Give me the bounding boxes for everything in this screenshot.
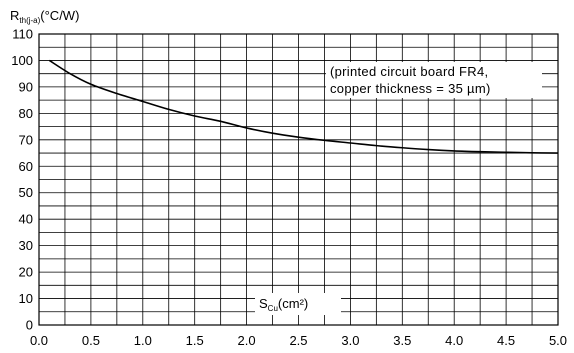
x-tick-label: 3.0 bbox=[341, 333, 359, 348]
x-tick-label: 2.5 bbox=[289, 333, 307, 348]
x-tick-label: 4.5 bbox=[497, 333, 515, 348]
y-tick-label: 100 bbox=[11, 53, 33, 68]
x-tick-label: 1.5 bbox=[186, 333, 204, 348]
y-tick-label: 90 bbox=[19, 79, 33, 94]
x-tick-label: 4.0 bbox=[445, 333, 463, 348]
x-tick-label: 2.0 bbox=[238, 333, 256, 348]
y-tick-label: 10 bbox=[19, 291, 33, 306]
x-tick-label: 5.0 bbox=[549, 333, 567, 348]
series-line bbox=[48, 59, 559, 154]
y-axis-symbol: R bbox=[10, 8, 19, 23]
y-tick-label: 50 bbox=[19, 185, 33, 200]
y-tick-label: 30 bbox=[19, 238, 33, 253]
y-tick-label: 40 bbox=[19, 212, 33, 227]
y-axis-subscript: th(j-a) bbox=[19, 16, 40, 25]
y-tick-label: 20 bbox=[19, 265, 33, 280]
x-tick-label: 3.5 bbox=[393, 333, 411, 348]
y-tick-label: 70 bbox=[19, 132, 33, 147]
x-axis-subscript: Cu bbox=[268, 304, 278, 313]
tick-labels: 0.0 0.5 1.0 1.5 2.0 2.5 3.0 3.5 4.0 4.5 5.0 0 10 20 30… bbox=[11, 27, 567, 349]
annotation-line-2: copper thickness = 35 µm) bbox=[330, 81, 491, 96]
y-axis-unit: (°C/W) bbox=[40, 8, 79, 23]
y-axis-label: Rth(j-a)(°C/W) bbox=[10, 8, 79, 25]
x-axis-unit: (cm²) bbox=[278, 296, 308, 311]
y-tick-label: 80 bbox=[19, 106, 33, 121]
annotation-line-1: (printed circuit board FR4, bbox=[330, 64, 488, 79]
x-axis-label: SCu(cm²) bbox=[259, 296, 308, 313]
x-axis-symbol: S bbox=[259, 296, 268, 311]
x-tick-label: 0.5 bbox=[82, 333, 100, 348]
x-tick-label: 1.0 bbox=[134, 333, 152, 348]
chart-grid bbox=[38, 33, 559, 326]
y-tick-label: 0 bbox=[26, 318, 33, 333]
x-tick-label: 0.0 bbox=[30, 333, 48, 348]
y-tick-label: 60 bbox=[19, 159, 33, 174]
x-axis-label-background bbox=[255, 293, 341, 315]
y-tick-label: 110 bbox=[12, 27, 33, 42]
plot-frame bbox=[38, 33, 559, 326]
annotation-background bbox=[326, 62, 542, 98]
